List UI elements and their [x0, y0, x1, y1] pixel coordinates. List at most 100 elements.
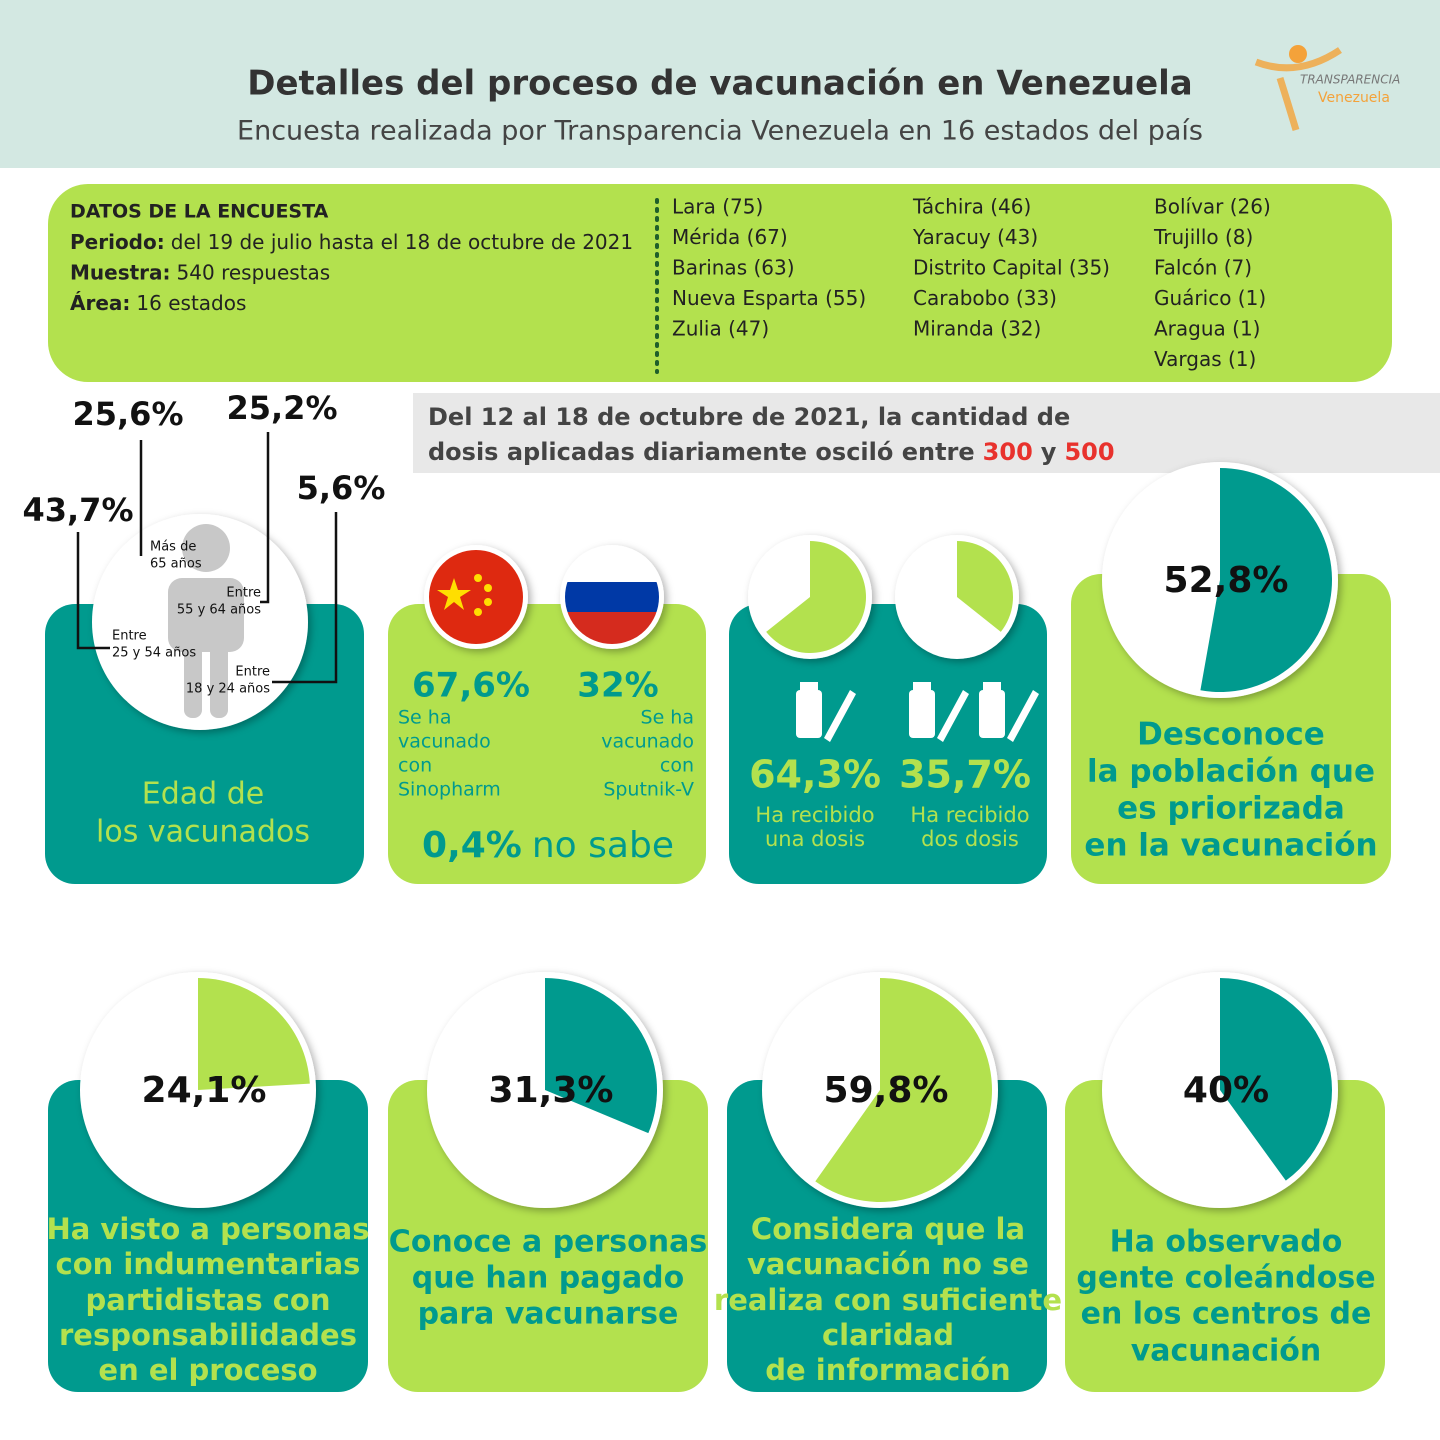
label: Barinas (63) [672, 256, 795, 280]
unknown-text: no sabe [532, 825, 674, 866]
label: Miranda (32) [913, 317, 1041, 341]
label: 25,6% [72, 395, 183, 433]
pie-wedge [1200, 468, 1333, 692]
subtitle: Encuesta realizada por Transparencia Ven… [237, 116, 1203, 147]
pie-wedge [766, 541, 867, 654]
label: Considera que la [751, 1212, 1025, 1246]
label: vacunado [398, 731, 491, 753]
label: Ha visto a personas [47, 1212, 370, 1246]
label: vacunación no se [747, 1247, 1029, 1281]
label: con indumentarias [56, 1247, 361, 1281]
label: Entre [226, 586, 261, 601]
label: 55 y 64 años [177, 603, 261, 618]
label: Se ha [398, 707, 451, 729]
pie-wedge [198, 978, 310, 1090]
label: para vacunarse [418, 1297, 679, 1332]
person-icon [168, 524, 244, 718]
label: responsabilidades [59, 1318, 357, 1352]
unknown: 0,4% no sabe [422, 825, 674, 866]
label: 32% [577, 666, 658, 706]
survey-key: Muestra: [70, 260, 171, 284]
banner-text: dosis aplicadas diariamente osciló entre… [428, 438, 1115, 466]
label: Sputnik-V [603, 779, 694, 801]
label: Entre [235, 665, 270, 680]
flag-china [429, 550, 523, 644]
label: 5,6% [297, 469, 386, 507]
label: que han pagado [412, 1261, 685, 1296]
label: Ha recibido [910, 803, 1029, 827]
label: en el proceso [98, 1353, 317, 1387]
survey-box [48, 184, 1392, 382]
survey-row: Muestra: 540 respuestas [70, 260, 330, 284]
pie-wedge [957, 541, 1013, 632]
survey-value: 540 respuestas [177, 260, 331, 284]
vial-icons [796, 682, 1039, 742]
label: Yaracuy (43) [912, 225, 1038, 249]
label: Carabobo (33) [913, 286, 1057, 310]
label: Más de [150, 540, 196, 555]
label: 67,6% [412, 666, 530, 706]
logo-text: TRANSPARENCIA [1300, 73, 1400, 87]
label: Falcón (7) [1154, 256, 1252, 280]
pie-wedge [545, 978, 657, 1134]
survey-value: 16 estados [136, 291, 246, 315]
label: Distrito Capital (35) [913, 256, 1110, 280]
label: 25,2% [226, 389, 337, 427]
label: 64,3% [749, 753, 881, 797]
label: Sinopharm [398, 779, 501, 801]
label: de información [765, 1353, 1010, 1387]
header-band [0, 0, 1440, 168]
logo: TRANSPARENCIA Venezuela [1254, 45, 1400, 132]
label: 35,7% [899, 753, 1031, 797]
survey-key: Periodo: [70, 230, 165, 254]
label: partidistas con [86, 1283, 331, 1317]
label: 52,8% [1164, 560, 1289, 601]
banner-text: dosis aplicadas diariamente osciló entre [428, 438, 975, 466]
label: es priorizada [1117, 791, 1345, 827]
banner-text: Del 12 al 18 de octubre de 2021, la cant… [428, 403, 1070, 431]
label: 25 y 54 años [112, 646, 196, 661]
label: Nueva Esparta (55) [672, 286, 866, 310]
label: con [398, 755, 432, 777]
label: Ha observado [1110, 1225, 1343, 1260]
label: vacunación [1131, 1334, 1322, 1369]
label: claridad [822, 1318, 954, 1352]
survey-row: Área: 16 estados [70, 291, 246, 315]
label: vacunado [601, 731, 694, 753]
survey-key: Área: [70, 291, 130, 315]
pie-wedge [815, 978, 992, 1203]
label: Edad de [142, 777, 264, 812]
label: Entre [112, 629, 147, 644]
pie-wedge [1220, 978, 1332, 1181]
label: Desconoce [1137, 717, 1325, 753]
label: la población que [1087, 754, 1375, 790]
label: 40% [1183, 1070, 1269, 1111]
label: Mérida (67) [672, 225, 788, 249]
label: 31,3% [489, 1070, 614, 1111]
logo-text: Venezuela [1318, 90, 1390, 106]
label: una dosis [765, 827, 865, 851]
label: 43,7% [22, 491, 133, 529]
label: 65 años [150, 557, 202, 572]
label: 18 y 24 años [186, 682, 270, 697]
title: Detalles del proceso de vacunación en Ve… [247, 64, 1193, 104]
label: 59,8% [824, 1070, 949, 1111]
label: Conoce a personas [389, 1225, 707, 1260]
label: Ha recibido [755, 803, 874, 827]
label: gente coleándose [1076, 1261, 1375, 1296]
label: realiza con suficiente [714, 1283, 1062, 1317]
label: 24,1% [142, 1070, 267, 1111]
label: Vargas (1) [1154, 347, 1256, 371]
banner-text: y [1041, 438, 1057, 466]
label: los vacunados [96, 815, 310, 850]
survey-heading: DATOS DE LA ENCUESTA [70, 201, 329, 223]
unknown-share: 0,4% [422, 825, 522, 866]
label: Lara (75) [672, 195, 763, 219]
label: Zulia (47) [672, 317, 769, 341]
banner-number: 500 [1064, 438, 1114, 466]
banner-number: 300 [983, 438, 1033, 466]
banner [413, 393, 1440, 473]
card [729, 604, 1047, 884]
leader-lines [76, 432, 338, 684]
